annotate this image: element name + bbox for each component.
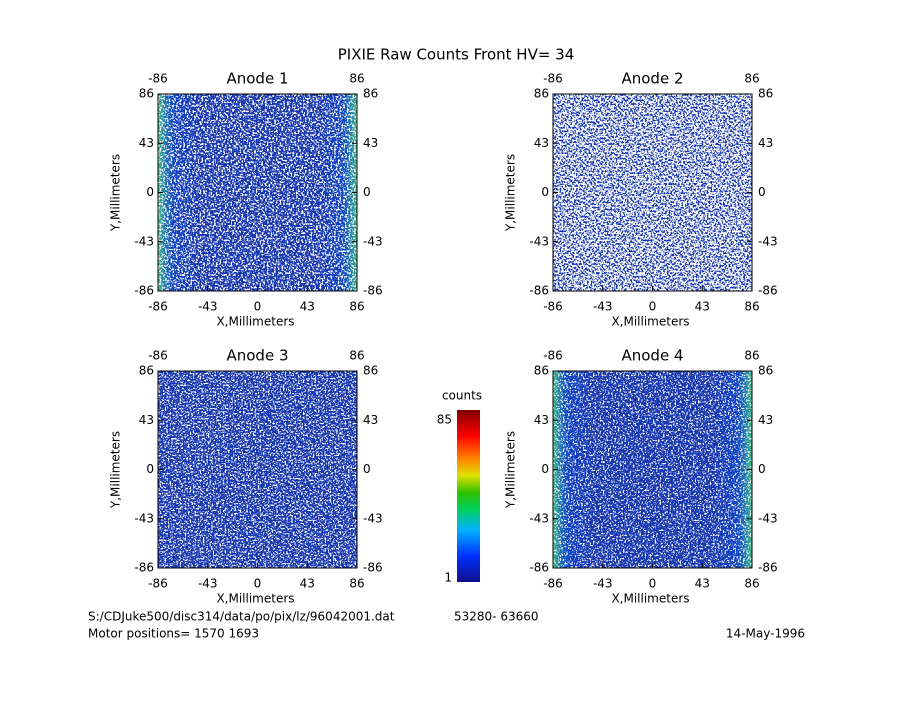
y-tick-label-right: -43 bbox=[758, 234, 778, 248]
y-tick-label-right: -86 bbox=[758, 284, 778, 298]
y-tick-label-right: -86 bbox=[363, 561, 383, 575]
y-tick-label-right: 43 bbox=[758, 413, 773, 427]
y-tick-label-right: 43 bbox=[363, 413, 378, 427]
x-axis-label: X,Millimeters bbox=[216, 315, 294, 329]
y-tick-label-right: 0 bbox=[363, 462, 371, 476]
y-axis-label: Y,Millimeters bbox=[109, 154, 123, 232]
x-tick-label: -43 bbox=[198, 300, 218, 314]
y-tick-label-right: 0 bbox=[363, 185, 371, 199]
x-tick-label: -43 bbox=[593, 300, 613, 314]
x-tick-label: 43 bbox=[300, 300, 315, 314]
y-tick-label-right: 0 bbox=[758, 462, 766, 476]
y-tick-label-right: -43 bbox=[758, 511, 778, 525]
y-tick-label: -43 bbox=[134, 234, 154, 248]
x-tick-label: 43 bbox=[695, 577, 710, 591]
x-top-label: 86 bbox=[744, 349, 759, 363]
y-tick-label-right: -43 bbox=[363, 234, 383, 248]
x-tick-label: 0 bbox=[254, 300, 262, 314]
x-tick-label: -86 bbox=[148, 300, 168, 314]
y-tick-label-right: -86 bbox=[758, 561, 778, 575]
x-tick-label: 43 bbox=[695, 300, 710, 314]
x-tick-label: -86 bbox=[543, 300, 563, 314]
x-top-label: 86 bbox=[349, 72, 364, 86]
x-tick-label: 0 bbox=[254, 577, 262, 591]
y-tick-label: -43 bbox=[529, 234, 549, 248]
x-tick-label: -86 bbox=[543, 577, 563, 591]
x-tick-label: 86 bbox=[349, 300, 364, 314]
y-tick-label-right: 86 bbox=[758, 87, 773, 101]
x-tick-label: 86 bbox=[349, 577, 364, 591]
panel-title: Anode 2 bbox=[621, 70, 683, 88]
y-tick-label: -86 bbox=[529, 284, 549, 298]
y-tick-label-right: -43 bbox=[363, 511, 383, 525]
y-tick-label-right: 43 bbox=[363, 136, 378, 150]
y-tick-label: 0 bbox=[541, 185, 549, 199]
y-tick-label-right: -86 bbox=[363, 284, 383, 298]
x-tick-label: -43 bbox=[198, 577, 218, 591]
y-tick-label: 43 bbox=[534, 136, 549, 150]
y-tick-label: 0 bbox=[146, 185, 154, 199]
colorbar bbox=[457, 410, 480, 582]
x-top-label: 86 bbox=[744, 72, 759, 86]
y-tick-label: -86 bbox=[134, 284, 154, 298]
y-tick-label: 0 bbox=[146, 462, 154, 476]
x-top-label: -86 bbox=[543, 72, 563, 86]
panel-title: Anode 3 bbox=[226, 347, 288, 365]
heatmap-speckle bbox=[158, 371, 357, 568]
y-tick-label: -86 bbox=[529, 561, 549, 575]
y-tick-label: 0 bbox=[541, 462, 549, 476]
record-span: 53280- 63660 bbox=[454, 610, 539, 624]
y-tick-label: -43 bbox=[134, 511, 154, 525]
y-tick-label-right: 0 bbox=[758, 185, 766, 199]
x-tick-label: 0 bbox=[649, 300, 657, 314]
x-tick-label: 86 bbox=[744, 300, 759, 314]
x-top-label: 86 bbox=[349, 349, 364, 363]
panel-title: Anode 1 bbox=[226, 70, 288, 88]
figure-title: PIXIE Raw Counts Front HV= 34 bbox=[338, 46, 575, 64]
x-top-label: -86 bbox=[543, 349, 563, 363]
y-tick-label-right: 86 bbox=[363, 87, 378, 101]
colorbar-max: 85 bbox=[437, 413, 452, 427]
x-tick-label: -43 bbox=[593, 577, 613, 591]
y-tick-label: 86 bbox=[139, 87, 154, 101]
x-tick-label: 86 bbox=[744, 577, 759, 591]
y-tick-label: 86 bbox=[139, 364, 154, 378]
colorbar-min: 1 bbox=[444, 571, 452, 585]
file-path: S:/CDJuke500/disc314/data/po/pix/lz/9604… bbox=[88, 610, 395, 624]
x-tick-label: 0 bbox=[649, 577, 657, 591]
y-tick-label: 43 bbox=[139, 136, 154, 150]
y-axis-label: Y,Millimeters bbox=[504, 431, 518, 509]
motor-positions: Motor positions= 1570 1693 bbox=[88, 627, 259, 641]
y-tick-label-right: 86 bbox=[363, 364, 378, 378]
panel-title: Anode 4 bbox=[621, 347, 683, 365]
x-axis-label: X,Millimeters bbox=[611, 592, 689, 606]
y-axis-label: Y,Millimeters bbox=[109, 431, 123, 509]
date: 14-May-1996 bbox=[726, 627, 805, 641]
y-tick-label-right: 86 bbox=[758, 364, 773, 378]
heatmap-speckle bbox=[553, 371, 752, 568]
y-tick-label-right: 43 bbox=[758, 136, 773, 150]
heatmap-speckle bbox=[553, 94, 752, 291]
y-tick-label: 86 bbox=[534, 87, 549, 101]
x-axis-label: X,Millimeters bbox=[216, 592, 294, 606]
y-tick-label: -43 bbox=[529, 511, 549, 525]
x-top-label: -86 bbox=[148, 72, 168, 86]
y-tick-label: 43 bbox=[534, 413, 549, 427]
y-tick-label: 43 bbox=[139, 413, 154, 427]
x-axis-label: X,Millimeters bbox=[611, 315, 689, 329]
y-tick-label: -86 bbox=[134, 561, 154, 575]
x-top-label: -86 bbox=[148, 349, 168, 363]
x-tick-label: 43 bbox=[300, 577, 315, 591]
y-axis-label: Y,Millimeters bbox=[504, 154, 518, 232]
y-tick-label: 86 bbox=[534, 364, 549, 378]
heatmap-speckle bbox=[158, 94, 357, 291]
x-tick-label: -86 bbox=[148, 577, 168, 591]
colorbar-label: counts bbox=[442, 389, 482, 403]
